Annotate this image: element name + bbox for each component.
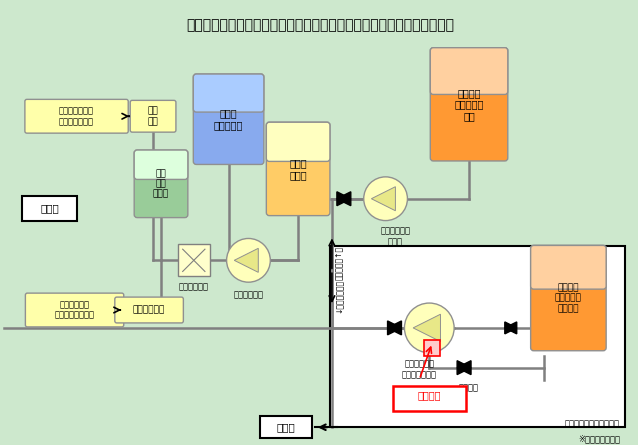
Polygon shape: [457, 361, 471, 375]
Bar: [260, 417, 312, 438]
Polygon shape: [387, 321, 401, 335]
FancyBboxPatch shape: [266, 122, 330, 216]
Text: ほう酸ポンプ: ほう酸ポンプ: [234, 290, 263, 299]
Text: 伊方発電所　ほう酸濃縮液ポンプ（１，２号機共用）まわり概略系統図: 伊方発電所 ほう酸濃縮液ポンプ（１，２号機共用）まわり概略系統図: [186, 18, 454, 32]
Text: ※２号機側に設置: ※２号機側に設置: [578, 434, 620, 443]
Text: ほう酸
タンク: ほう酸 タンク: [289, 158, 307, 180]
FancyBboxPatch shape: [26, 293, 124, 327]
Polygon shape: [337, 192, 351, 206]
Text: ほう酸濃
縮液タンク
（共用）: ほう酸濃 縮液タンク （共用）: [555, 283, 582, 313]
Polygon shape: [337, 192, 351, 206]
Text: ほう酸濃
縮液タンク
２号: ほう酸濃 縮液タンク ２号: [454, 88, 484, 121]
Bar: [330, 247, 625, 427]
FancyBboxPatch shape: [430, 48, 508, 161]
Bar: [424, 340, 440, 356]
Polygon shape: [387, 321, 401, 335]
FancyBboxPatch shape: [134, 150, 188, 179]
Text: （１，２号機共用設備）: （１，２号機共用設備）: [565, 419, 620, 428]
Circle shape: [404, 303, 454, 353]
Text: １号機: １号機: [277, 422, 295, 432]
FancyBboxPatch shape: [193, 74, 264, 165]
Text: ほう酸濃縮液
ポンプ: ほう酸濃縮液 ポンプ: [380, 227, 410, 246]
Text: ほう酸濃縮液
ポンプ（共用）: ほう酸濃縮液 ポンプ（共用）: [402, 360, 437, 379]
Text: 淨化
装置: 淨化 装置: [147, 106, 158, 126]
FancyBboxPatch shape: [531, 246, 606, 351]
Polygon shape: [457, 361, 471, 375]
Text: １次系
純水タンク: １次系 純水タンク: [214, 109, 243, 130]
Polygon shape: [505, 322, 517, 334]
Text: 当該箇所: 当該箇所: [417, 390, 441, 400]
Text: １次冷却系へ
（充てんライン）: １次冷却系へ （充てんライン）: [55, 300, 94, 320]
Text: ドレン弁: ドレン弁: [459, 384, 479, 392]
Text: 充てんポンプ: 充てんポンプ: [133, 306, 165, 315]
FancyBboxPatch shape: [25, 99, 128, 133]
Polygon shape: [234, 248, 258, 272]
Circle shape: [226, 239, 271, 282]
Text: ほう酸混合器: ほう酸混合器: [179, 282, 209, 291]
Bar: [392, 385, 466, 411]
Text: １次冷却系より
（抽出ライン）: １次冷却系より （抽出ライン）: [59, 106, 94, 126]
FancyBboxPatch shape: [130, 101, 176, 132]
Text: ２号機: ２号機: [40, 204, 59, 214]
Polygon shape: [505, 322, 517, 334]
FancyBboxPatch shape: [266, 122, 330, 162]
FancyBboxPatch shape: [193, 74, 264, 112]
FancyBboxPatch shape: [115, 297, 183, 323]
Circle shape: [364, 177, 408, 221]
FancyBboxPatch shape: [134, 150, 188, 218]
Text: （２号機側↑）: （２号機側↑）: [335, 246, 344, 280]
Text: ↓（１号機側）: ↓（１号機側）: [335, 279, 344, 313]
Bar: [22, 196, 77, 221]
FancyBboxPatch shape: [430, 48, 508, 94]
FancyBboxPatch shape: [531, 246, 606, 289]
Polygon shape: [413, 314, 440, 342]
Text: 体積
制御
タンク: 体積 制御 タンク: [153, 169, 169, 199]
Polygon shape: [371, 187, 396, 211]
Bar: [178, 244, 210, 276]
